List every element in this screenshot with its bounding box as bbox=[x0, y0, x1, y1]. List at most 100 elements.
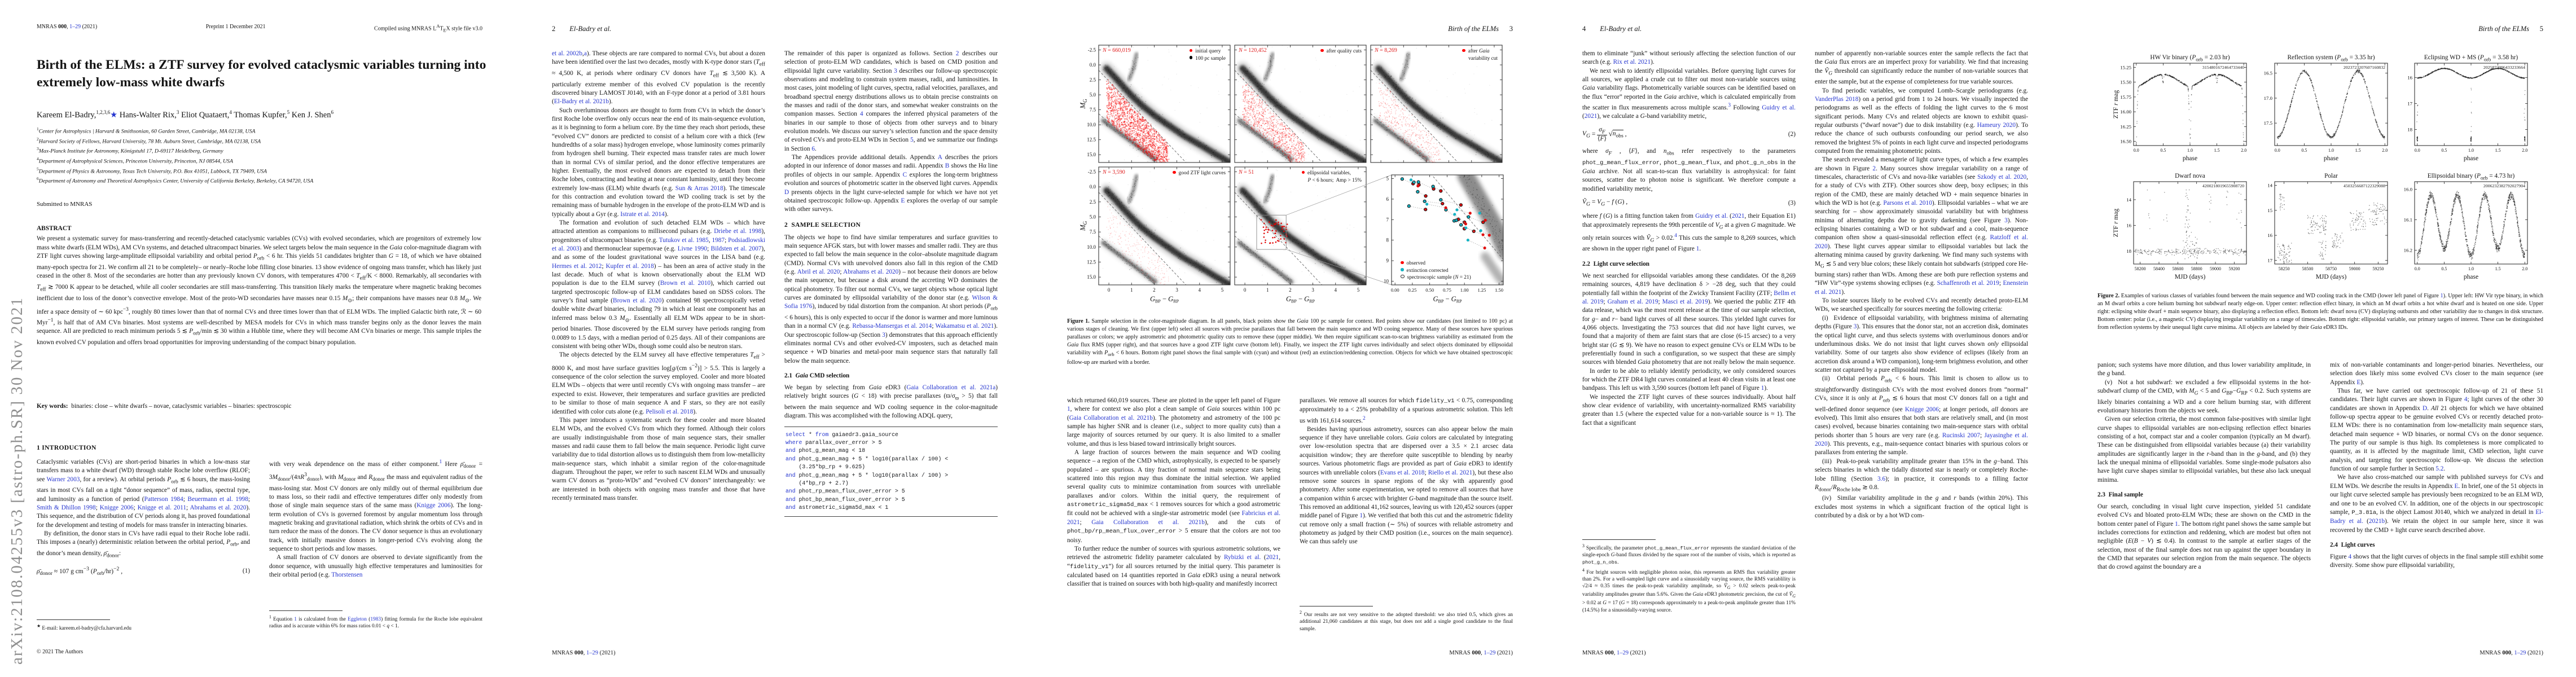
page3-right-footnotes: 2 Our results are not very sensitive to … bbox=[1300, 603, 1513, 634]
page-footer: MNRAS 000, 1–29 (2021) bbox=[2480, 650, 2543, 656]
figure2-panel-title: Dwarf nova bbox=[2175, 173, 2205, 179]
figure1-legend: good ZTF light curves bbox=[1171, 170, 1227, 177]
affiliations: 1Center for Astrophysics | Harvard & Smi… bbox=[37, 125, 488, 185]
footnote: 4 For bright sources with negligible pho… bbox=[1582, 567, 1796, 613]
equation: ṼG = VG − f (G) , (3) bbox=[1582, 198, 1796, 208]
paragraph: Thus far, we have carried out spectrosco… bbox=[2330, 388, 2543, 473]
paragraph: A large fraction of sources between the … bbox=[1067, 449, 1280, 544]
paragraph: mix of non-variable contaminants and lon… bbox=[2330, 362, 2543, 386]
paragraph: To isolate sources likely to be evolved … bbox=[1815, 297, 2028, 313]
page1-left-column: Cataclysmic variables (CVs) are short-pe… bbox=[37, 458, 250, 613]
page5-right-column: mix of non-variable contaminants and lon… bbox=[2330, 361, 2543, 647]
figure2-panel-title: Eclipsing WD + MS (Porb = 3.58 hr) bbox=[2424, 54, 2518, 63]
section-1-heading: 1 INTRODUCTION bbox=[37, 444, 96, 451]
figure1-count-label: N = 51 bbox=[1239, 169, 1254, 175]
page4-left-footnotes: 3 Specifically, the parameter phot_g_mea… bbox=[1582, 536, 1796, 615]
figure-1-cmd-grid: -2.5 0.0 2.5 5.0 7.5 10.0 12.5 15.0 -2.5 0.0 2.5 5.… bbox=[1030, 0, 1546, 389]
svg-text:12.5: 12.5 bbox=[1087, 137, 1096, 143]
paragraph: This paper introduces a systematic searc… bbox=[552, 416, 765, 502]
svg-text:5.0: 5.0 bbox=[1090, 92, 1096, 98]
paragraph: The objects detected by the ELM survey a… bbox=[552, 351, 765, 415]
paragraph: et al. 2002b,a). These objects are rare … bbox=[552, 50, 765, 105]
paragraph: We next searched for ellipsoidal variabl… bbox=[1582, 272, 1796, 366]
figure1-count-label: N = 3,590 bbox=[1103, 169, 1125, 175]
figure2-panel-id: 4503256687122329088 bbox=[2343, 183, 2385, 188]
figure1-legend: after quality cuts bbox=[1319, 48, 1363, 55]
arxiv-watermark: arXiv:2108.04255v3 [astro-ph.SR] 30 Nov … bbox=[8, 297, 26, 665]
page3-right-column: parallaxes. We remove all sources for wh… bbox=[1300, 397, 1513, 600]
page-5: Birth of the ELMs 5 15.25 15.50 15.75 16.00… bbox=[2061, 0, 2576, 677]
running-head: 2 El-Badry et al. bbox=[552, 25, 612, 33]
abstract-heading: ABSTRACT bbox=[37, 225, 72, 232]
figure1-legend: after Gaia variability cut bbox=[1461, 48, 1499, 62]
footnote: 1 Equation 1 is calculated from the Eggl… bbox=[269, 614, 482, 630]
page-4: 4 El-Badry et al. them to eliminate “jun… bbox=[1546, 0, 2061, 677]
svg-text:-2.5: -2.5 bbox=[1088, 47, 1096, 52]
figure2-panel-id: 2023723207607160832 bbox=[2343, 65, 2385, 70]
paragraph: (iii) Peak-to-peak variability amplitude… bbox=[1815, 458, 2028, 493]
paragraph: Figure 4 shows that the light curves of … bbox=[2330, 553, 2543, 569]
figure2-panel-id: 3154801672464733440 bbox=[2202, 65, 2244, 70]
compile-note: Compiled using MNRAS LATEX style file v3… bbox=[374, 24, 482, 33]
affiliation: 4Department of Astrophysical Sciences, P… bbox=[37, 156, 233, 165]
paragraph: The Appendices provide additional detail… bbox=[784, 154, 998, 213]
copyright-line: © 2021 The Authors bbox=[37, 649, 84, 655]
affiliation: 3Max-Planck Institute for Astronomy, Kön… bbox=[37, 146, 223, 155]
page3-left-column: which returned 660,019 sources. These ar… bbox=[1067, 397, 1280, 647]
figure2-panel-id: 2006232382792027904 bbox=[2483, 183, 2525, 188]
paragraph: The objects we hope to find have similar… bbox=[784, 234, 998, 364]
figure1-legend: ellipsoidal variables, P < 6 hours; Amp >… bbox=[1300, 170, 1363, 184]
paragraph: In order to be able to reliably identify… bbox=[1582, 367, 1796, 392]
running-head: Birth of the ELMs 3 bbox=[1448, 25, 1513, 33]
author-line: Kareem El-Badry,1,2,3,6★ Hans-Walter Rix… bbox=[37, 109, 333, 120]
subsection-heading: 2.1 Gaia CMD selection bbox=[784, 372, 850, 379]
journal-header: MNRAS 000, 1–29 (2021) Preprint 1 Decemb… bbox=[37, 24, 482, 33]
paragraph: To further reduce the number of sources … bbox=[1067, 545, 1280, 588]
affiliation: 1Center for Astrophysics | Harvard & Smi… bbox=[37, 126, 256, 135]
submitted-note: Submitted to MNRAS bbox=[37, 201, 93, 208]
figure2-panel-title: Polar bbox=[2324, 173, 2338, 179]
page4-left-column: them to eliminate “junk” without serious… bbox=[1582, 50, 1796, 534]
page4-right-column: number of apparently non-variable source… bbox=[1815, 50, 2028, 647]
paragraph: Such overluminous donors are thought to … bbox=[552, 107, 765, 218]
paragraph: We inspected the ZTF light curves of the… bbox=[1582, 393, 1796, 427]
footnote-rule bbox=[37, 619, 110, 620]
figure1-count-label: N = 120,452 bbox=[1239, 47, 1267, 54]
figure-1-caption: Figure 1. Sample selection in the color-… bbox=[1067, 318, 1513, 366]
paper-title: Birth of the ELMs: a ZTF survey for evol… bbox=[37, 58, 486, 90]
footnote: 3 Specifically, the parameter phot_g_mea… bbox=[1582, 543, 1796, 565]
figure1-count-label: N = 8,269 bbox=[1375, 47, 1397, 54]
preprint-date: Preprint 1 December 2021 bbox=[205, 24, 266, 30]
footnote-rule bbox=[1582, 539, 1656, 540]
paragraph: with very weak dependence on the mass of… bbox=[269, 459, 482, 553]
paragraph: them to eliminate “junk” without serious… bbox=[1582, 50, 1796, 66]
page-2: 2 El-Badry et al. et al. 2002b,a). These… bbox=[515, 0, 1030, 677]
page-footer: MNRAS 000, 1–29 (2021) bbox=[1449, 650, 1513, 656]
subsection-heading: 2.2 Light curve selection bbox=[1582, 260, 1650, 267]
figure2-panel-title: Ellipsoidal binary (Porb = 4.73 hr) bbox=[2427, 173, 2515, 182]
page-1: MNRAS 000, 1–29 (2021) Preprint 1 Decemb… bbox=[0, 0, 515, 677]
paragraph: We have also cross-matched our sample wi… bbox=[2330, 474, 2543, 534]
svg-text:15.0: 15.0 bbox=[1087, 152, 1096, 157]
paragraph: parallaxes. We remove all sources for wh… bbox=[1300, 397, 1513, 424]
footnote: 2 Our results are not very sensitive to … bbox=[1300, 610, 1513, 632]
paragraph: We next wish to identify ellipsoidal var… bbox=[1582, 67, 1796, 120]
page-footer: MNRAS 000, 1–29 (2021) bbox=[552, 650, 616, 656]
paragraph: where σF , ⟨F⟩, and nobs refer respectiv… bbox=[1582, 147, 1796, 192]
page2-right-column: The remainder of this paper is organized… bbox=[784, 50, 998, 647]
paragraph: Given our selection criteria, the most c… bbox=[2097, 416, 2311, 483]
figure2-panel-title: Reflection system (Porb = 3.35 hr) bbox=[2287, 54, 2375, 63]
figure2-panel-id: 4200218019655908720 bbox=[2202, 183, 2244, 188]
page-3: Birth of the ELMs 3 -2.5 0.0 2.5 5.0 7.5 10.0… bbox=[1030, 0, 1546, 677]
figure-2-caption: Figure 2. Examples of various classes of… bbox=[2097, 293, 2543, 331]
paragraph: Cataclysmic variables (CVs) are short-pe… bbox=[37, 459, 250, 529]
running-head: 4 El-Badry et al. bbox=[1582, 25, 1642, 33]
figure2-panel-title: HW Vir binary (Porb = 2.03 hr) bbox=[2150, 54, 2230, 63]
figure1-zoom-legend: observed extinction corrected spectroscopi… bbox=[1399, 260, 1472, 282]
svg-text:2.5: 2.5 bbox=[1090, 77, 1096, 83]
paragraph: We began by selecting from Gaia eDR3 (Ga… bbox=[784, 384, 998, 420]
running-head: Birth of the ELMs 5 bbox=[2478, 25, 2543, 33]
paragraph: (v) Not a hot subdwarf: we excluded a fe… bbox=[2097, 379, 2311, 414]
page1-right-column: with very weak dependence on the mass of… bbox=[269, 458, 482, 606]
paragraph: panion; such systems have more dilution,… bbox=[2097, 362, 2311, 377]
